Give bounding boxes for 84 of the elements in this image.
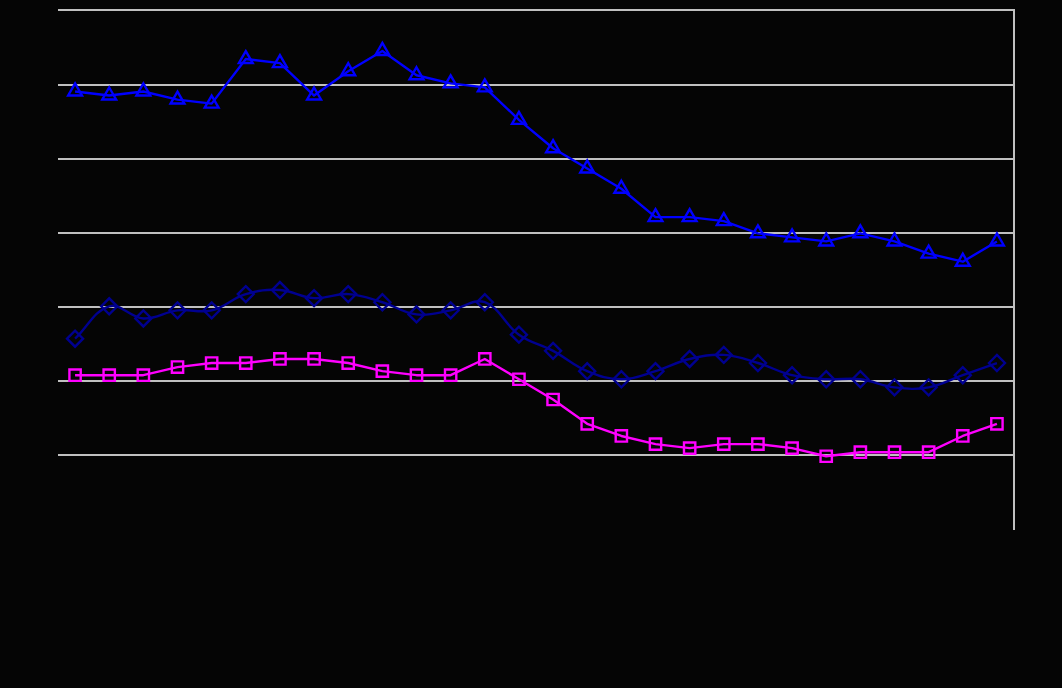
point <box>817 370 836 389</box>
point <box>614 429 629 443</box>
point <box>783 228 801 243</box>
point <box>476 78 493 93</box>
point <box>101 86 118 101</box>
point <box>135 82 152 97</box>
point <box>954 252 971 267</box>
point <box>715 211 732 227</box>
point <box>782 365 802 385</box>
point <box>66 82 84 97</box>
point <box>853 445 868 460</box>
point <box>544 139 562 154</box>
point <box>885 378 904 397</box>
point <box>374 41 391 57</box>
point <box>305 86 323 101</box>
point <box>204 356 219 370</box>
point <box>375 364 390 378</box>
point <box>887 445 902 460</box>
point <box>307 352 321 366</box>
point <box>748 353 768 373</box>
point <box>818 232 835 247</box>
point <box>136 368 151 383</box>
point <box>442 74 459 89</box>
point <box>920 244 937 259</box>
point <box>203 94 220 109</box>
point <box>475 293 494 312</box>
point <box>919 378 938 397</box>
point <box>407 305 426 324</box>
point <box>339 284 358 304</box>
point <box>749 224 767 239</box>
point <box>682 441 697 455</box>
point <box>237 49 254 65</box>
point <box>681 207 698 223</box>
point <box>441 301 460 320</box>
point <box>921 445 936 460</box>
point <box>238 356 253 370</box>
point <box>408 66 425 81</box>
point <box>100 297 119 316</box>
point <box>646 361 665 381</box>
point <box>613 179 630 194</box>
point <box>785 441 799 455</box>
point <box>509 325 529 344</box>
point <box>716 437 731 451</box>
point <box>680 349 699 369</box>
point <box>648 437 663 451</box>
point <box>170 360 185 374</box>
point <box>168 301 187 320</box>
point <box>612 370 631 389</box>
point <box>443 368 458 383</box>
point <box>271 53 289 69</box>
point <box>988 232 1006 247</box>
point <box>714 345 733 365</box>
point <box>477 352 492 366</box>
point <box>580 416 595 431</box>
point <box>852 224 869 239</box>
point <box>851 370 870 389</box>
point <box>955 429 970 443</box>
point <box>341 356 356 370</box>
point <box>270 280 290 300</box>
point <box>510 110 528 126</box>
point <box>546 392 560 407</box>
point <box>236 284 255 304</box>
point <box>953 365 972 385</box>
point <box>409 368 424 383</box>
point <box>819 449 834 464</box>
point <box>579 159 596 174</box>
point <box>65 329 85 348</box>
point <box>373 293 392 312</box>
point <box>512 372 526 387</box>
point <box>990 416 1004 431</box>
point <box>68 368 82 383</box>
point <box>647 207 664 223</box>
point <box>102 368 117 383</box>
point <box>304 288 324 308</box>
point <box>134 309 153 328</box>
point <box>273 352 287 366</box>
point <box>340 62 357 77</box>
point <box>202 301 221 320</box>
point <box>751 437 765 451</box>
point <box>987 353 1007 373</box>
point <box>169 90 186 105</box>
point <box>578 361 597 381</box>
point <box>543 341 563 361</box>
point <box>886 232 903 247</box>
